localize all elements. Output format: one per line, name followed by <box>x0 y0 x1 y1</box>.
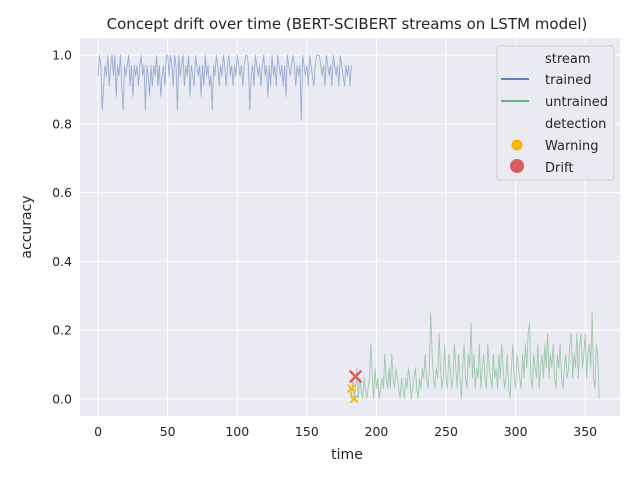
markers-layer <box>347 370 362 403</box>
legend-header-detection: detection <box>545 117 606 132</box>
series-line-untrained <box>349 312 600 400</box>
x-tick-label: 200 <box>365 424 389 439</box>
detection-marker-warning <box>350 394 359 403</box>
x-axis-label: time <box>331 447 363 463</box>
legend-trained-label: trained <box>545 73 592 88</box>
y-tick-label: 0.0 <box>52 391 72 406</box>
y-axis-ticks: 0.0 0.2 0.4 0.6 0.8 1.0 <box>52 48 72 407</box>
legend-untrained-label: untrained <box>545 95 608 110</box>
legend-warning-label: Warning <box>545 139 598 154</box>
y-tick-label: 0.2 <box>52 323 72 338</box>
detection-marker-warning <box>347 384 356 393</box>
x-tick-label: 250 <box>434 424 458 439</box>
series-layer <box>97 54 600 400</box>
y-tick-label: 0.6 <box>52 185 72 200</box>
detection-marker-drift <box>349 370 362 383</box>
chart-title: Concept drift over time (BERT-SCIBERT st… <box>107 15 588 33</box>
x-axis-ticks: 0 50 100 150 200 250 300 350 <box>94 424 597 439</box>
x-tick-label: 350 <box>573 424 597 439</box>
x-tick-label: 50 <box>160 424 176 439</box>
x-tick-label: 300 <box>504 424 528 439</box>
legend: stream trained untrained detection Warni… <box>496 45 615 181</box>
legend-header-stream: stream <box>545 52 591 67</box>
series-line-trained <box>97 54 352 121</box>
y-axis-label: accuracy <box>19 195 35 258</box>
y-tick-label: 0.4 <box>52 254 72 269</box>
x-tick-label: 100 <box>225 424 249 439</box>
grid <box>80 38 620 416</box>
legend-drift-swatch <box>510 159 524 173</box>
x-tick-label: 0 <box>94 424 102 439</box>
legend-warning-swatch <box>511 139 523 151</box>
legend-drift-label: Drift <box>545 161 573 176</box>
y-tick-label: 0.8 <box>52 116 72 131</box>
y-tick-label: 1.0 <box>52 48 72 63</box>
x-tick-label: 150 <box>295 424 319 439</box>
